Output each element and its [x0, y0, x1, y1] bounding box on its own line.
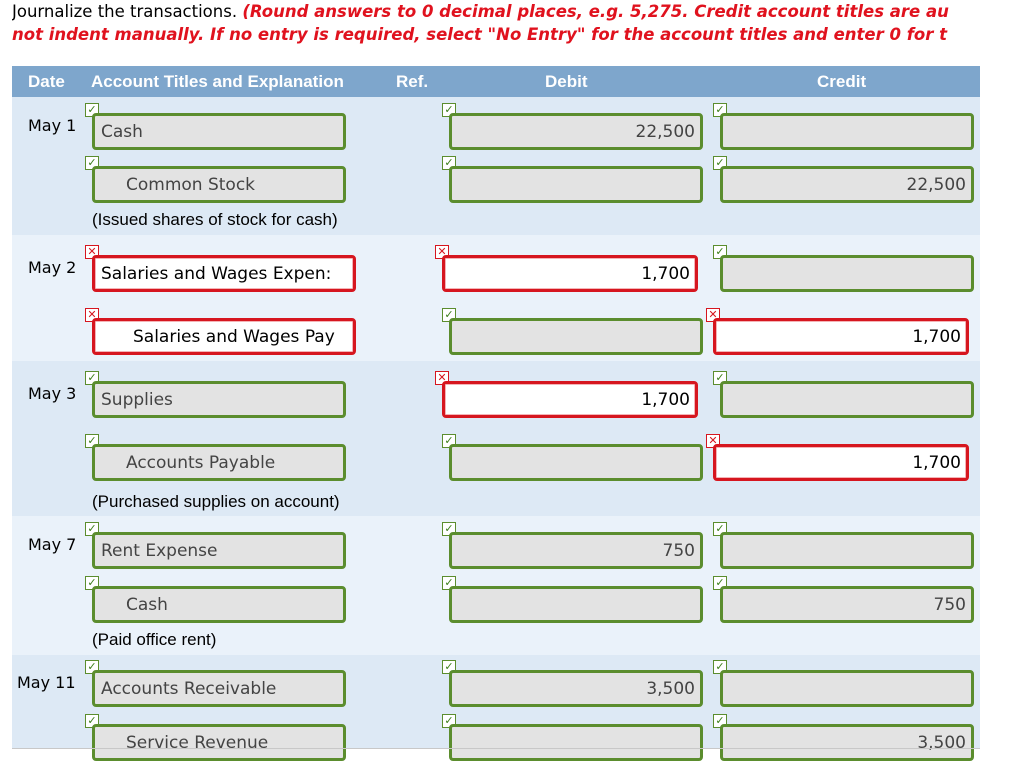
debit-input[interactable] — [449, 724, 703, 761]
entry-explanation: (Purchased supplies on account) — [92, 492, 340, 511]
instructions-prefix: Journalize the transactions. — [12, 2, 243, 21]
credit-input[interactable]: 1,700 — [713, 444, 969, 481]
account-title-input[interactable]: Rent Expense — [92, 532, 346, 569]
account-title-input[interactable]: Accounts Receivable — [92, 670, 346, 707]
debit-input[interactable]: 750 — [449, 532, 703, 569]
header-ref: Ref. — [396, 72, 429, 91]
credit-input[interactable] — [720, 113, 974, 150]
debit-input[interactable] — [449, 444, 703, 481]
account-title-input[interactable]: Salaries and Wages Pay — [92, 318, 356, 355]
entry-date: May 2 — [28, 258, 77, 277]
entry-explanation: (Paid office rent) — [92, 630, 217, 649]
debit-input[interactable] — [449, 166, 703, 203]
credit-input[interactable] — [720, 381, 974, 418]
credit-input[interactable]: 3,500 — [720, 724, 974, 761]
entry-date: May 1 — [28, 116, 77, 135]
credit-input[interactable] — [720, 670, 974, 707]
instructions-rounding: (Round answers to 0 decimal places, e.g.… — [242, 2, 949, 21]
debit-input[interactable] — [449, 318, 703, 355]
account-title-input[interactable]: Supplies — [92, 381, 346, 418]
credit-input[interactable]: 22,500 — [720, 166, 974, 203]
entry-date: May 11 — [17, 673, 76, 692]
header-debit: Debit — [545, 72, 588, 91]
account-title-input[interactable]: Cash — [92, 586, 346, 623]
account-title-input[interactable]: Common Stock — [92, 166, 346, 203]
entry-date: May 3 — [28, 384, 77, 403]
debit-input[interactable]: 1,700 — [442, 255, 698, 292]
header-account: Account Titles and Explanation — [91, 72, 344, 91]
credit-input[interactable] — [720, 532, 974, 569]
debit-input[interactable] — [449, 586, 703, 623]
debit-input[interactable]: 22,500 — [449, 113, 703, 150]
credit-input[interactable]: 1,700 — [713, 318, 969, 355]
instructions: Journalize the transactions. (Round answ… — [12, 0, 1024, 46]
header-date: Date — [28, 72, 65, 91]
instructions-no-entry: not indent manually. If no entry is requ… — [12, 25, 947, 44]
account-title-input[interactable]: Service Revenue — [92, 724, 346, 761]
entry-explanation: (Issued shares of stock for cash) — [92, 210, 338, 229]
table-bottom-divider — [12, 748, 980, 749]
debit-input[interactable]: 1,700 — [442, 381, 698, 418]
credit-input[interactable] — [720, 255, 974, 292]
header-credit: Credit — [817, 72, 867, 91]
credit-input[interactable]: 750 — [720, 586, 974, 623]
account-title-input[interactable]: Accounts Payable — [92, 444, 346, 481]
debit-input[interactable]: 3,500 — [449, 670, 703, 707]
entry-date: May 7 — [28, 535, 77, 554]
journal-header: Date Account Titles and Explanation Ref.… — [12, 66, 980, 97]
account-title-input[interactable]: Cash — [92, 113, 346, 150]
account-title-input[interactable]: Salaries and Wages Expen: — [92, 255, 356, 292]
